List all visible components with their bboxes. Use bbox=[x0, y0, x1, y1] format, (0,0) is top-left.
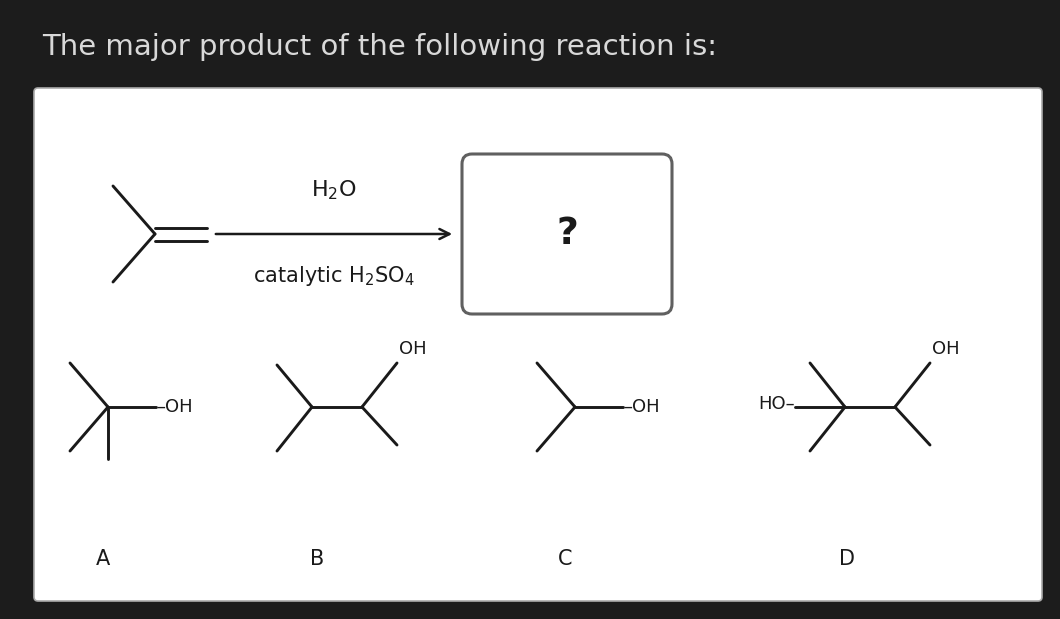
FancyBboxPatch shape bbox=[34, 88, 1042, 601]
Text: A: A bbox=[95, 549, 110, 569]
Text: HO–: HO– bbox=[758, 395, 795, 413]
Text: –OH: –OH bbox=[156, 398, 193, 416]
Text: B: B bbox=[310, 549, 324, 569]
Text: OH: OH bbox=[399, 340, 426, 358]
Text: –OH: –OH bbox=[623, 398, 659, 416]
Text: catalytic H$_2$SO$_4$: catalytic H$_2$SO$_4$ bbox=[253, 264, 414, 288]
Text: H$_2$O: H$_2$O bbox=[312, 178, 357, 202]
Text: The major product of the following reaction is:: The major product of the following react… bbox=[42, 33, 717, 61]
FancyBboxPatch shape bbox=[462, 154, 672, 314]
Text: OH: OH bbox=[932, 340, 959, 358]
Text: ?: ? bbox=[556, 216, 578, 252]
Text: D: D bbox=[840, 549, 855, 569]
Text: C: C bbox=[558, 549, 572, 569]
